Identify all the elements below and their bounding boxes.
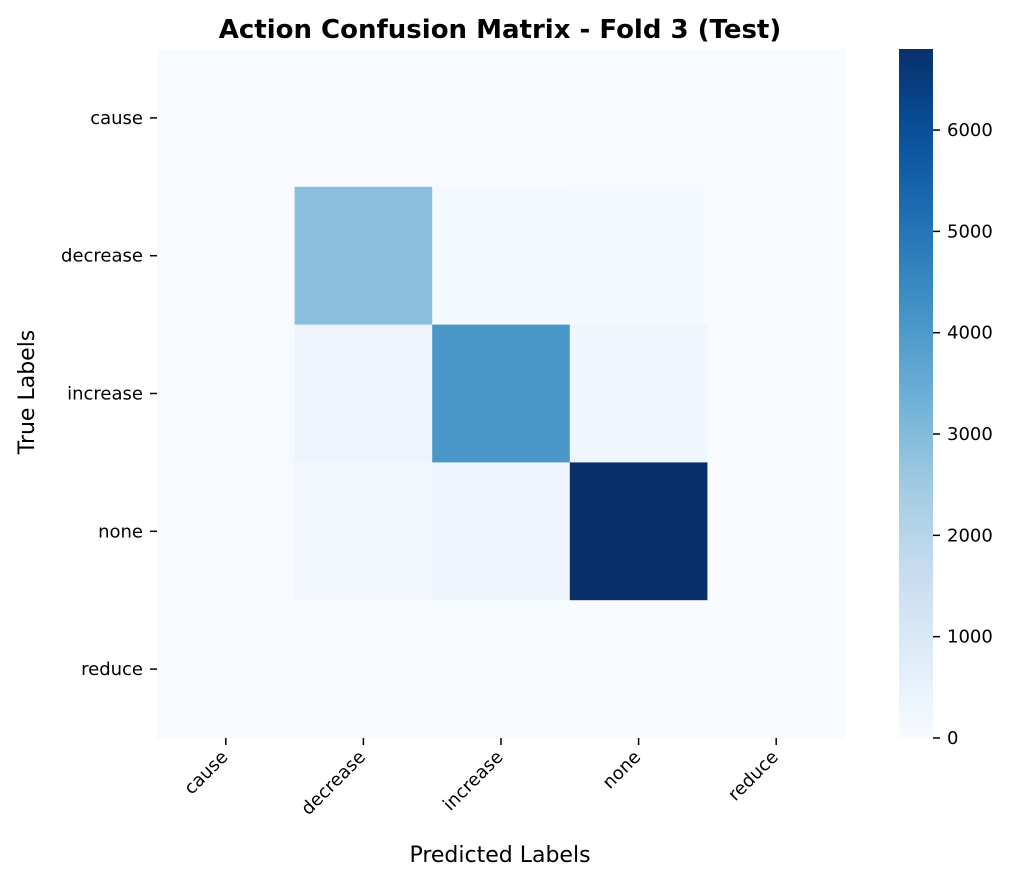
heatmap-cells: [157, 49, 846, 739]
heatmap-cell: [432, 324, 571, 463]
colorbar-tick-label: 1000: [947, 627, 993, 648]
heatmap-cell: [157, 324, 296, 463]
heatmap-cell: [707, 462, 846, 601]
heatmap-cell: [294, 49, 433, 188]
heatmap-cell: [157, 186, 296, 326]
x-axis-label: Predicted Labels: [409, 843, 590, 868]
chart-title: Action Confusion Matrix - Fold 3 (Test): [219, 15, 782, 45]
heatmap-cell: [432, 49, 571, 188]
colorbar-tick-label: 6000: [947, 120, 993, 141]
heatmap-cell: [157, 49, 296, 188]
x-tick-label: reduce: [724, 747, 783, 806]
colorbar-ticks: 0 1000 2000 3000 4000 5000 6000: [933, 120, 993, 749]
heatmap-cell: [569, 49, 708, 188]
y-tick-label: none: [98, 521, 143, 542]
colorbar-tick-label: 0: [947, 728, 958, 749]
heatmap-cell: [707, 324, 846, 463]
heatmap-cell: [707, 600, 846, 739]
x-tick-label: none: [599, 747, 646, 794]
colorbar-tick-label: 3000: [947, 424, 993, 445]
colorbar-tick-label: 2000: [947, 525, 993, 546]
heatmap-cell: [157, 462, 296, 601]
heatmap-cell: [294, 324, 433, 463]
y-axis: cause decrease increase none reduce: [61, 108, 157, 680]
x-tick-label: cause: [180, 747, 232, 799]
heatmap-cell: [294, 462, 433, 601]
heatmap-cell: [432, 186, 571, 326]
colorbar-tick-label: 4000: [947, 323, 993, 344]
heatmap-cell: [294, 600, 433, 739]
y-axis-label: True Labels: [15, 330, 40, 456]
heatmap-cell: [707, 186, 846, 326]
heatmap-cell: [294, 186, 433, 326]
heatmap-cell: [569, 462, 708, 601]
y-tick-label: increase: [67, 384, 143, 405]
x-tick-label: decrease: [297, 747, 370, 820]
heatmap-cell: [157, 600, 296, 739]
x-tick-label: increase: [439, 747, 508, 816]
y-tick-label: cause: [90, 108, 143, 129]
heatmap-cell: [707, 49, 846, 188]
x-axis: cause decrease increase none reduce: [180, 738, 783, 819]
colorbar: [899, 49, 933, 738]
y-tick-label: decrease: [61, 246, 143, 267]
heatmap-cell: [432, 462, 571, 601]
colorbar-tick-label: 5000: [947, 221, 993, 242]
y-tick-label: reduce: [81, 659, 143, 680]
heatmap-cell: [432, 600, 571, 739]
heatmap-cell: [569, 600, 708, 739]
heatmap-cell: [569, 324, 708, 463]
heatmap-cell: [569, 186, 708, 326]
